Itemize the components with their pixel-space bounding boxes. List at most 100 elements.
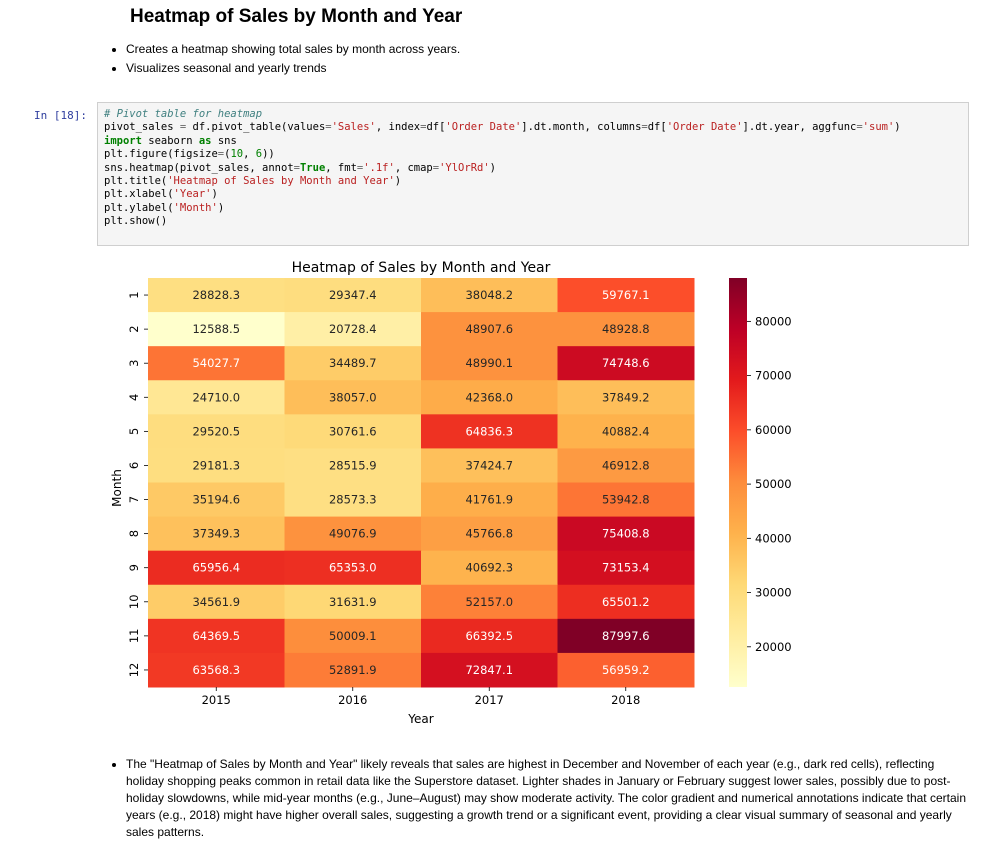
heatmap-cell bbox=[148, 550, 285, 586]
cell-annotation: 64836.3 bbox=[465, 424, 513, 438]
cell-annotation: 28515.9 bbox=[329, 458, 377, 472]
heatmap-cell bbox=[421, 380, 558, 415]
cell-annotation: 20728.4 bbox=[329, 322, 377, 336]
code-line: plt.figure(figsize=(10, 6)) bbox=[104, 148, 275, 161]
cell-annotation: 46912.8 bbox=[602, 458, 650, 472]
markdown-heading: Heatmap of Sales by Month and Year bbox=[130, 6, 463, 27]
heatmap-cell bbox=[421, 584, 558, 620]
colorbar-tick-label: 70000 bbox=[755, 369, 792, 383]
code-editor-text[interactable]: # Pivot table for heatmap pivot_sales = … bbox=[104, 108, 962, 229]
y-tick-label: 8 bbox=[127, 530, 141, 537]
heatmap-cell bbox=[284, 278, 422, 313]
y-tick-label: 1 bbox=[127, 291, 141, 298]
x-tick-label: 2015 bbox=[202, 693, 231, 707]
cell-input-prompt: In [18]: bbox=[34, 109, 87, 122]
y-tick-label: 12 bbox=[127, 663, 141, 678]
colorbar-tick-label: 40000 bbox=[755, 531, 792, 545]
heatmap-cell bbox=[421, 618, 558, 654]
code-line: sns.heatmap(pivot_sales, annot=True, fmt… bbox=[104, 161, 496, 174]
heatmap-cell bbox=[421, 414, 558, 449]
heatmap-cell bbox=[557, 618, 695, 654]
cell-annotation: 34489.7 bbox=[329, 356, 377, 370]
cell-annotation: 48928.8 bbox=[602, 322, 650, 336]
heatmap-cell bbox=[421, 652, 558, 688]
colorbar-tick-label: 30000 bbox=[755, 586, 792, 600]
code-line: plt.ylabel('Month') bbox=[104, 201, 225, 214]
cell-annotation: 28828.3 bbox=[192, 288, 240, 302]
cell-annotation: 48990.1 bbox=[465, 356, 513, 370]
heatmap-cell bbox=[421, 516, 558, 552]
heatmap-cell bbox=[421, 312, 558, 347]
code-line: plt.show() bbox=[104, 215, 168, 228]
list-item: Visualizes seasonal and yearly trends bbox=[126, 61, 460, 75]
heatmap-cell bbox=[557, 584, 695, 620]
heatmap-cell bbox=[148, 652, 285, 688]
cell-annotation: 74748.6 bbox=[602, 356, 650, 370]
cell-annotation: 59767.1 bbox=[602, 288, 650, 302]
cell-annotation: 35194.6 bbox=[192, 493, 240, 507]
heatmap-cell bbox=[284, 380, 422, 415]
cell-annotation: 63568.3 bbox=[192, 663, 240, 677]
y-tick-label: 4 bbox=[127, 394, 141, 401]
cell-annotation: 12588.5 bbox=[192, 322, 240, 336]
code-line: pivot_sales = df.pivot_table(values='Sal… bbox=[104, 121, 901, 134]
cell-annotation: 29347.4 bbox=[329, 288, 377, 302]
cell-annotation: 45766.8 bbox=[465, 527, 513, 541]
heatmap-cell bbox=[148, 414, 285, 449]
colorbar bbox=[729, 278, 747, 687]
cell-annotation: 49076.9 bbox=[329, 527, 377, 541]
colorbar-tick-label: 20000 bbox=[755, 640, 792, 654]
heatmap-cell bbox=[421, 346, 558, 381]
cell-annotation: 34561.9 bbox=[192, 595, 240, 609]
heatmap-cell bbox=[284, 346, 422, 381]
code-line: import seaborn as sns bbox=[104, 134, 237, 147]
heatmap-cell bbox=[148, 618, 285, 654]
cell-annotation: 54027.7 bbox=[192, 356, 240, 370]
code-cell-editor[interactable]: # Pivot table for heatmap pivot_sales = … bbox=[97, 102, 969, 246]
heatmap-cell bbox=[284, 312, 422, 347]
colorbar-tick-label: 80000 bbox=[755, 314, 792, 328]
heatmap-cell bbox=[557, 346, 695, 381]
code-line: plt.title('Heatmap of Sales by Month and… bbox=[104, 175, 402, 188]
cell-annotation: 64369.5 bbox=[192, 629, 240, 643]
x-axis-label: Year bbox=[407, 712, 433, 726]
heatmap-cell bbox=[284, 618, 422, 654]
cell-annotation: 87997.6 bbox=[602, 629, 650, 643]
heatmap-cell bbox=[148, 312, 285, 347]
heatmap-cell bbox=[284, 516, 422, 552]
y-tick-label: 6 bbox=[127, 462, 141, 469]
x-tick-label: 2018 bbox=[611, 693, 640, 707]
cell-annotation: 38057.0 bbox=[329, 390, 377, 404]
cell-annotation: 65501.2 bbox=[602, 595, 650, 609]
cell-annotation: 53942.8 bbox=[602, 493, 650, 507]
heatmap-cell bbox=[148, 482, 285, 518]
cell-annotation: 24710.0 bbox=[192, 390, 240, 404]
cell-annotation: 41761.9 bbox=[465, 493, 513, 507]
heatmap-chart: Heatmap of Sales by Month and Year 28828… bbox=[110, 260, 792, 726]
cell-annotation: 37424.7 bbox=[465, 458, 513, 472]
list-item: Creates a heatmap showing total sales by… bbox=[126, 42, 460, 56]
cell-annotation: 66392.5 bbox=[465, 629, 513, 643]
chart-title: Heatmap of Sales by Month and Year bbox=[292, 260, 551, 276]
y-tick-label: 11 bbox=[127, 629, 141, 644]
heatmap-cell bbox=[148, 516, 285, 552]
cell-annotation: 52157.0 bbox=[465, 595, 513, 609]
heatmap-cell bbox=[284, 414, 422, 449]
heatmap-cell bbox=[421, 550, 558, 586]
cell-annotation: 52891.9 bbox=[329, 663, 377, 677]
cell-annotation: 28573.3 bbox=[329, 493, 377, 507]
heatmap-cell bbox=[557, 482, 695, 518]
heatmap-cell bbox=[148, 346, 285, 381]
heatmap-cell bbox=[557, 448, 695, 483]
heatmap-cell bbox=[284, 584, 422, 620]
cell-annotation: 65353.0 bbox=[329, 561, 377, 575]
cell-annotation: 40692.3 bbox=[465, 561, 513, 575]
cell-annotation: 42368.0 bbox=[465, 390, 513, 404]
heatmap-cell bbox=[557, 278, 695, 313]
heatmap-cell bbox=[148, 380, 285, 415]
y-tick-label: 3 bbox=[127, 360, 141, 367]
cell-annotation: 29520.5 bbox=[192, 424, 240, 438]
heatmap-cell bbox=[284, 482, 422, 518]
cell-annotation: 31631.9 bbox=[329, 595, 377, 609]
colorbar-tick-label: 50000 bbox=[755, 477, 792, 491]
